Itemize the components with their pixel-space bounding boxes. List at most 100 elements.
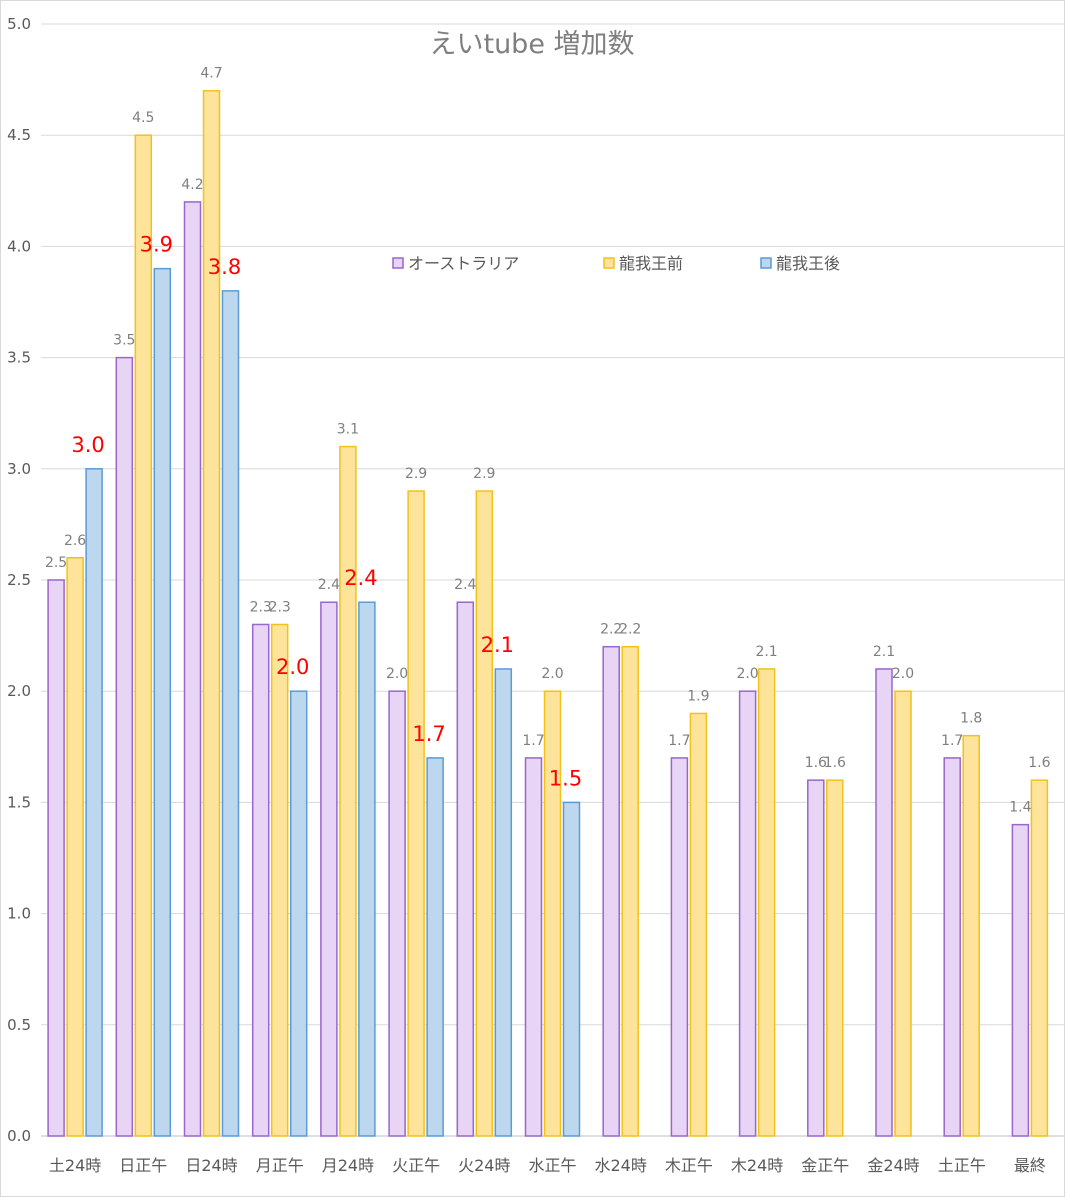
x-tick-label: 月正午 [256,1156,304,1175]
data-label: 4.2 [181,177,203,193]
data-label: 3.5 [113,333,135,349]
data-label: 1.7 [412,722,445,746]
data-label: 3.8 [208,255,241,279]
bar-龍我王前 [826,779,844,1137]
y-tick-label: 1.5 [7,793,31,811]
y-tick-label: 3.0 [7,460,31,478]
bar-オーストラリア [183,201,202,1137]
bar-オーストラリア [1011,823,1030,1137]
data-label: 3.1 [337,422,359,438]
bar-龍我王後 [153,267,172,1137]
data-label: 2.0 [541,666,563,682]
bar-龍我王後 [289,690,308,1137]
data-label: 4.7 [200,66,222,82]
bar-龍我王前 [689,712,708,1137]
x-tick-label: 木正午 [665,1156,713,1175]
bar-オーストラリア [456,601,475,1137]
y-tick-label: 4.5 [7,126,31,144]
data-label: 1.6 [824,755,846,771]
bar-オーストラリア [524,757,543,1137]
legend-item: 龍我王後 [760,254,840,273]
bar-オーストラリア [47,579,65,1137]
data-label: 4.5 [132,110,154,126]
bar-龍我王後 [494,668,513,1137]
bar-オーストラリア [602,645,620,1137]
bar-オーストラリア [943,757,961,1137]
y-tick-label: 1.0 [7,905,31,923]
bar-龍我王後 [562,801,581,1137]
chart-title: えいtube 増加数 [429,29,634,60]
bar-オーストラリア [670,757,689,1137]
data-label: 2.1 [481,633,514,657]
data-label: 2.3 [250,599,272,615]
bar-龍我王前 [1030,779,1049,1137]
y-tick-label: 5.0 [7,15,31,33]
legend-swatch [603,257,615,269]
x-tick-label: 木24時 [731,1156,783,1175]
x-tick-label: 金24時 [867,1156,919,1175]
data-label: 2.0 [736,666,758,682]
data-label: 2.4 [454,577,476,593]
data-label: 3.9 [140,233,173,257]
bar-龍我王前 [270,623,289,1137]
data-label: 1.9 [687,688,709,704]
y-tick-label: 2.0 [7,682,31,700]
data-label: 2.4 [318,577,340,593]
legend-label: 龍我王後 [776,254,840,273]
data-label: 2.3 [269,599,291,615]
bar-オーストラリア [388,690,406,1137]
data-label: 2.0 [276,655,309,679]
data-label: 2.9 [473,466,495,482]
bar-オーストラリア [875,668,893,1137]
bar-龍我王後 [85,468,103,1137]
bar-龍我王前 [66,557,84,1137]
bar-龍我王後 [426,757,444,1137]
bar-龍我王前 [339,445,357,1137]
bar-オーストラリア [807,779,825,1137]
legend-label: 龍我王前 [619,254,683,273]
data-label: 2.2 [600,622,622,638]
data-label: 2.1 [873,644,895,660]
y-tick-label: 3.5 [7,349,31,367]
x-tick-label: 最終 [1014,1156,1046,1175]
bar-オーストラリア [251,623,270,1137]
x-tick-label: 日24時 [185,1156,237,1175]
data-label: 1.6 [805,755,827,771]
data-label: 2.6 [64,533,86,549]
bar-龍我王前 [475,490,494,1137]
legend-item: 龍我王前 [603,254,683,273]
y-tick-label: 4.0 [7,237,31,255]
data-label: 1.5 [549,766,582,790]
y-tick-label: 0.5 [7,1016,31,1034]
bars [47,89,1049,1137]
legend-item: オーストラリア [392,254,519,273]
x-tick-label: 日正午 [119,1156,167,1175]
bar-龍我王前 [962,734,980,1137]
x-tick-label: 金正午 [801,1156,849,1175]
data-label: 2.2 [619,622,641,638]
data-label: 1.7 [941,733,963,749]
bar-龍我王前 [134,134,153,1137]
data-label: 2.4 [344,566,377,590]
data-label: 3.0 [71,433,104,457]
legend-swatch [760,257,772,269]
legend-label: オーストラリア [408,254,519,273]
legend-swatch [392,257,404,269]
y-axis-ticks: 0.0 0.5 1.0 1.5 2.0 2.5 3.0 3.5 4.0 4.5 5.0 [7,15,31,1145]
y-tick-label: 0.0 [7,1127,31,1145]
bar-龍我王後 [221,290,240,1137]
bar-オーストラリア [115,356,134,1137]
bar-龍我王前 [543,690,562,1137]
bar-龍我王前 [757,668,776,1137]
bar-オーストラリア [320,601,338,1137]
y-tick-label: 2.5 [7,571,31,589]
legend: オーストラリア 龍我王前 龍我王後 [392,254,840,273]
bar-龍我王前 [621,645,639,1137]
data-label: 1.6 [1028,755,1050,771]
x-tick-label: 水24時 [595,1156,647,1175]
data-label: 2.9 [405,466,427,482]
data-label: 2.1 [755,644,777,660]
data-label: 1.8 [960,711,982,727]
